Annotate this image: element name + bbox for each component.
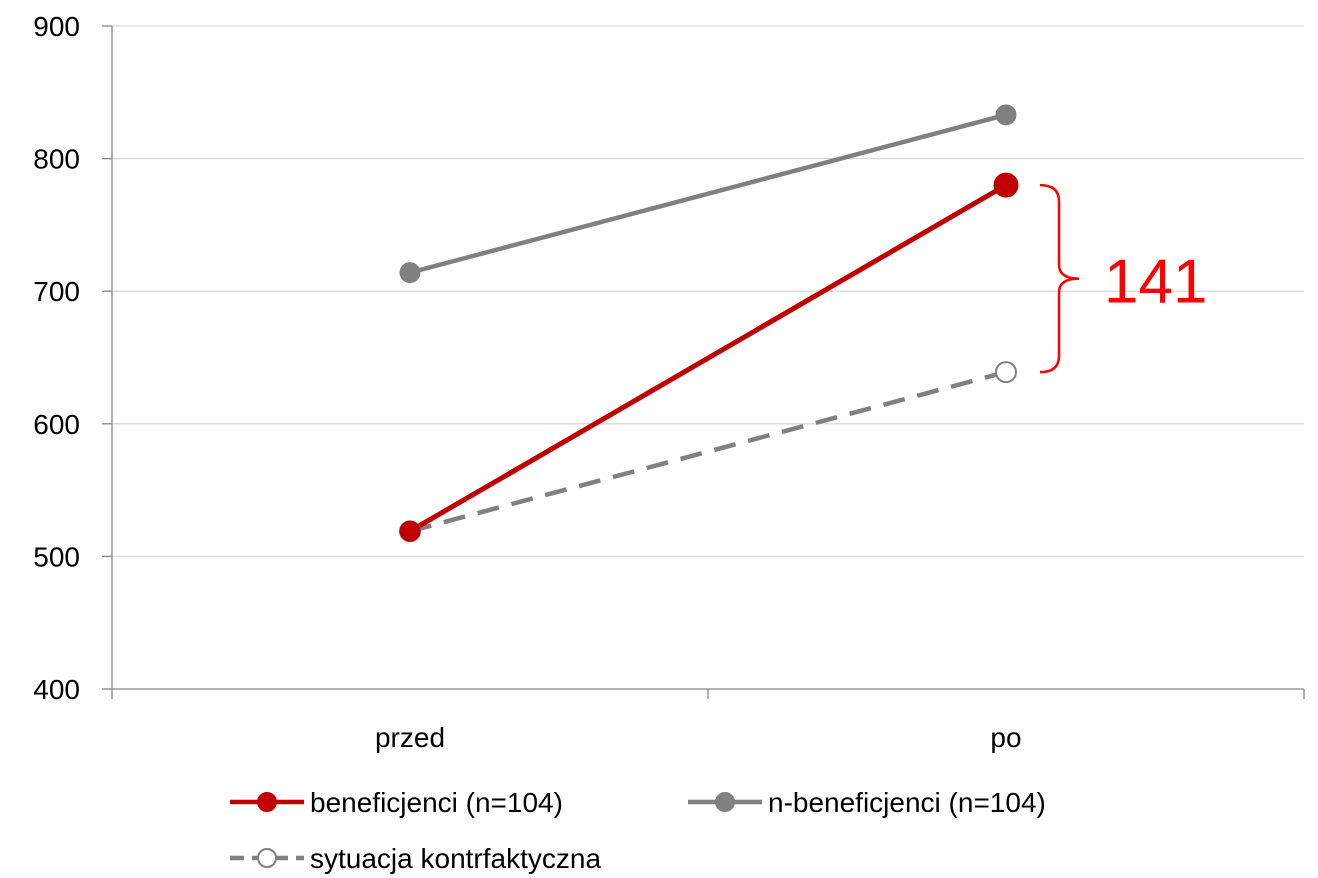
axes bbox=[102, 25, 1305, 699]
data-point bbox=[993, 172, 1019, 198]
legend-marker bbox=[715, 792, 735, 812]
y-tick-label: 400 bbox=[33, 674, 80, 705]
x-tick-labels: przed po bbox=[375, 722, 1022, 753]
series-line bbox=[409, 369, 1007, 534]
legend-item: sytuacja kontrfaktyczna bbox=[230, 843, 601, 874]
gridlines bbox=[112, 25, 1304, 558]
legend: beneficjenci (n=104) n-beneficjenci (n=10… bbox=[230, 787, 1046, 874]
legend-label: n-beneficjenci (n=104) bbox=[768, 787, 1046, 818]
data-point bbox=[995, 104, 1017, 126]
legend-marker bbox=[257, 792, 277, 812]
data-point bbox=[995, 361, 1017, 384]
difference-label: 141 bbox=[1104, 248, 1207, 317]
legend-marker bbox=[257, 848, 277, 868]
y-tick-label: 900 bbox=[33, 11, 80, 42]
series-line bbox=[408, 182, 1008, 534]
y-tick-label: 500 bbox=[33, 541, 80, 572]
y-tick-label: 600 bbox=[33, 409, 80, 440]
x-tick-label: po bbox=[990, 722, 1021, 753]
data-point bbox=[399, 262, 421, 284]
legend-item: n-beneficjenci (n=104) bbox=[688, 787, 1046, 818]
x-tick-label: przed bbox=[375, 722, 445, 753]
legend-label: beneficjenci (n=104) bbox=[310, 787, 563, 818]
legend-item: beneficjenci (n=104) bbox=[230, 787, 563, 818]
series-line bbox=[409, 112, 1007, 275]
legend-label: sytuacja kontrfaktyczna bbox=[310, 843, 601, 874]
y-tick-label: 700 bbox=[33, 276, 80, 307]
series-lines bbox=[399, 104, 1019, 543]
y-tick-label: 800 bbox=[33, 144, 80, 175]
data-point bbox=[399, 520, 421, 542]
y-tick-labels: 400 500 600 700 800 900 bbox=[33, 11, 80, 705]
difference-annotation: 141 bbox=[1039, 183, 1207, 374]
brace bbox=[1039, 183, 1080, 374]
